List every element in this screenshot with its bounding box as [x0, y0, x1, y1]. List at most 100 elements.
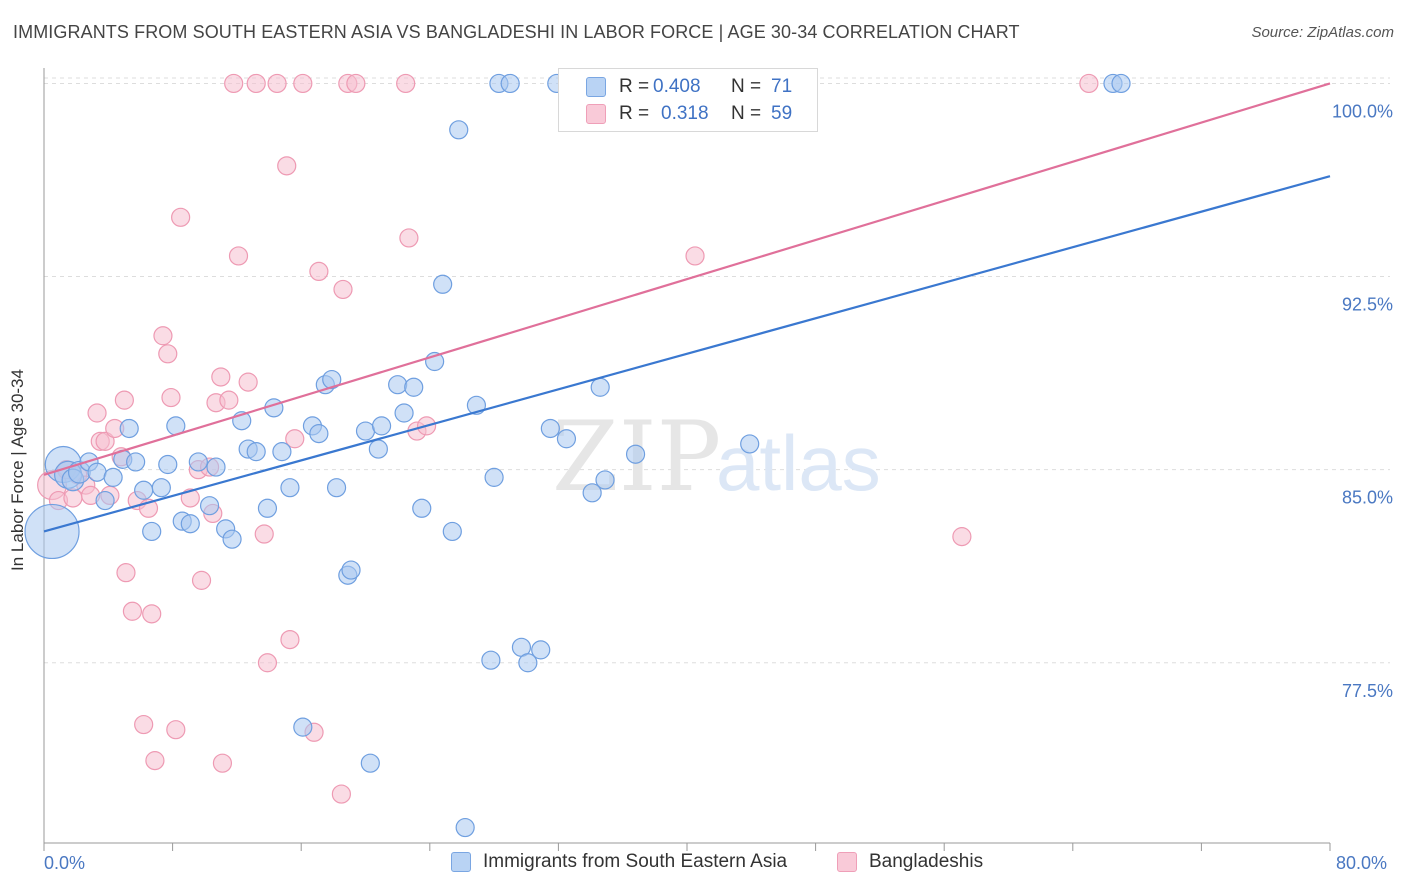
bangladeshi-point	[122, 601, 143, 621]
bangladeshi-point	[219, 390, 239, 410]
bangladeshi-point	[280, 629, 300, 650]
bangladeshi-point	[285, 429, 305, 449]
bangladeshi-point	[685, 246, 705, 266]
sea-immigrants-trend-line	[43, 175, 1331, 533]
legend-item-bangladeshis: Bangladeshis	[837, 851, 983, 873]
y-tick-label: 85.0%	[1342, 488, 1393, 508]
x-tick-label-max: 80.0%	[1336, 853, 1388, 873]
sea-immigrant-point	[740, 434, 760, 454]
bangladeshi-point	[293, 73, 313, 94]
sea-immigrant-point	[449, 120, 469, 140]
sea-immigrant-point	[404, 377, 424, 397]
sea-immigrant-point	[126, 452, 146, 472]
x-tick-label-min: 0.0%	[44, 853, 86, 873]
sea-immigrant-point	[1111, 73, 1131, 94]
sea-immigrant-point	[371, 416, 392, 436]
sea-immigrant-point	[158, 454, 178, 475]
bangladeshi-point	[246, 73, 266, 94]
chart-title: IMMIGRANTS FROM SOUTH EASTERN ASIA VS BA…	[13, 22, 1020, 42]
sea-immigrant-point	[481, 650, 501, 670]
legend-swatch-blue	[586, 77, 606, 97]
sea-immigrant-point	[280, 478, 300, 498]
legend-n-label: N =	[731, 103, 762, 124]
bangladeshi-point	[212, 753, 233, 773]
sea-immigrant-point	[556, 429, 577, 449]
legend-r-value: 0.318	[661, 103, 709, 124]
legend-r-value: 0.408	[653, 76, 701, 97]
bangladeshi-point	[952, 527, 972, 547]
bangladeshi-point	[238, 372, 258, 392]
sea-immigrant-point	[142, 521, 162, 542]
sea-immigrant-point	[180, 514, 200, 534]
sea-immigrant-point	[272, 442, 292, 462]
source-credit: Source: ZipAtlas.com	[1251, 24, 1394, 41]
legend-label-sea-immigrants: Immigrants from South Eastern Asia	[483, 851, 788, 872]
bangladeshi-point	[331, 784, 351, 804]
bangladeshi-point	[1079, 73, 1099, 94]
sea-immigrant-point	[412, 498, 432, 518]
legend-swatch-blue	[451, 852, 471, 872]
sea-immigrant-point	[119, 418, 139, 439]
sea-immigrant-point	[500, 73, 520, 94]
watermark-atlas: atlas	[716, 419, 881, 507]
bangladeshis-points	[37, 73, 1099, 804]
bangladeshi-point	[116, 563, 136, 583]
sea-immigrant-point	[388, 375, 408, 395]
bangladeshi-point	[211, 367, 231, 387]
y-tick-label: 77.5%	[1342, 681, 1393, 701]
sea-immigrant-point	[368, 439, 388, 459]
legend-swatch-pink	[837, 852, 857, 872]
sea-immigrant-point	[257, 498, 278, 518]
sea-immigrant-point	[582, 483, 602, 503]
bangladeshi-point	[396, 73, 416, 94]
sea-immigrant-point	[341, 560, 361, 580]
trend-lines	[43, 82, 1331, 533]
legend-label-bangladeshis: Bangladeshis	[869, 851, 984, 872]
sea-immigrant-point	[151, 478, 171, 498]
sea-immigrant-point	[134, 480, 154, 500]
sea-immigrant-point	[433, 274, 453, 294]
bangladeshi-point	[166, 720, 186, 740]
sea-immigrant-point	[540, 418, 560, 439]
legend-n-label: N =	[731, 76, 762, 97]
y-axis-label: In Labor Force | Age 30-34	[8, 369, 27, 571]
bangladeshi-point	[180, 488, 200, 508]
bangladeshi-point	[142, 604, 162, 624]
sea-immigrant-point	[188, 452, 208, 472]
sea-immigrant-point	[293, 717, 313, 737]
bangladeshi-point	[114, 390, 134, 410]
sea-immigrant-point	[595, 470, 615, 490]
bangladeshi-point	[277, 156, 297, 176]
sea-immigrant-point	[322, 369, 342, 390]
y-tick-labels: 77.5% 85.0% 92.5% 100.0%	[1332, 101, 1393, 700]
bangladeshi-point	[267, 73, 287, 94]
legend-n-value: 71	[771, 76, 793, 97]
sea-immigrant-point	[590, 377, 610, 397]
bangladeshi-point	[228, 246, 249, 266]
sea-immigrant-point	[24, 503, 80, 560]
sea-immigrant-point	[355, 421, 376, 441]
sea-immigrant-point	[394, 403, 414, 423]
sea-immigrant-point	[518, 653, 538, 673]
bangladeshi-point	[399, 228, 419, 248]
bangladeshi-point	[346, 73, 366, 94]
sea-immigrant-point	[95, 490, 115, 511]
sea-immigrant-point	[360, 753, 380, 773]
bangladeshi-point	[158, 344, 178, 364]
bangladeshi-point	[87, 403, 107, 423]
legend-swatch-pink	[586, 104, 606, 124]
legend-r-label: R =	[619, 103, 650, 124]
bangladeshi-point	[153, 326, 173, 346]
sea-immigrant-point	[625, 444, 646, 464]
bangladeshi-point	[161, 387, 181, 408]
sea-immigrant-point	[484, 467, 504, 487]
legend-n-value: 59	[771, 103, 793, 124]
legend-r-label: R =	[619, 76, 650, 97]
sea-immigrant-point	[309, 424, 329, 444]
sea-immigrant-point	[326, 478, 347, 498]
axes	[43, 68, 1331, 851]
sea-immigrant-point	[199, 496, 220, 516]
bangladeshi-point	[333, 279, 353, 300]
correlation-legend: R = 0.408 N = 71 R = 0.318 N = 59	[558, 68, 818, 132]
